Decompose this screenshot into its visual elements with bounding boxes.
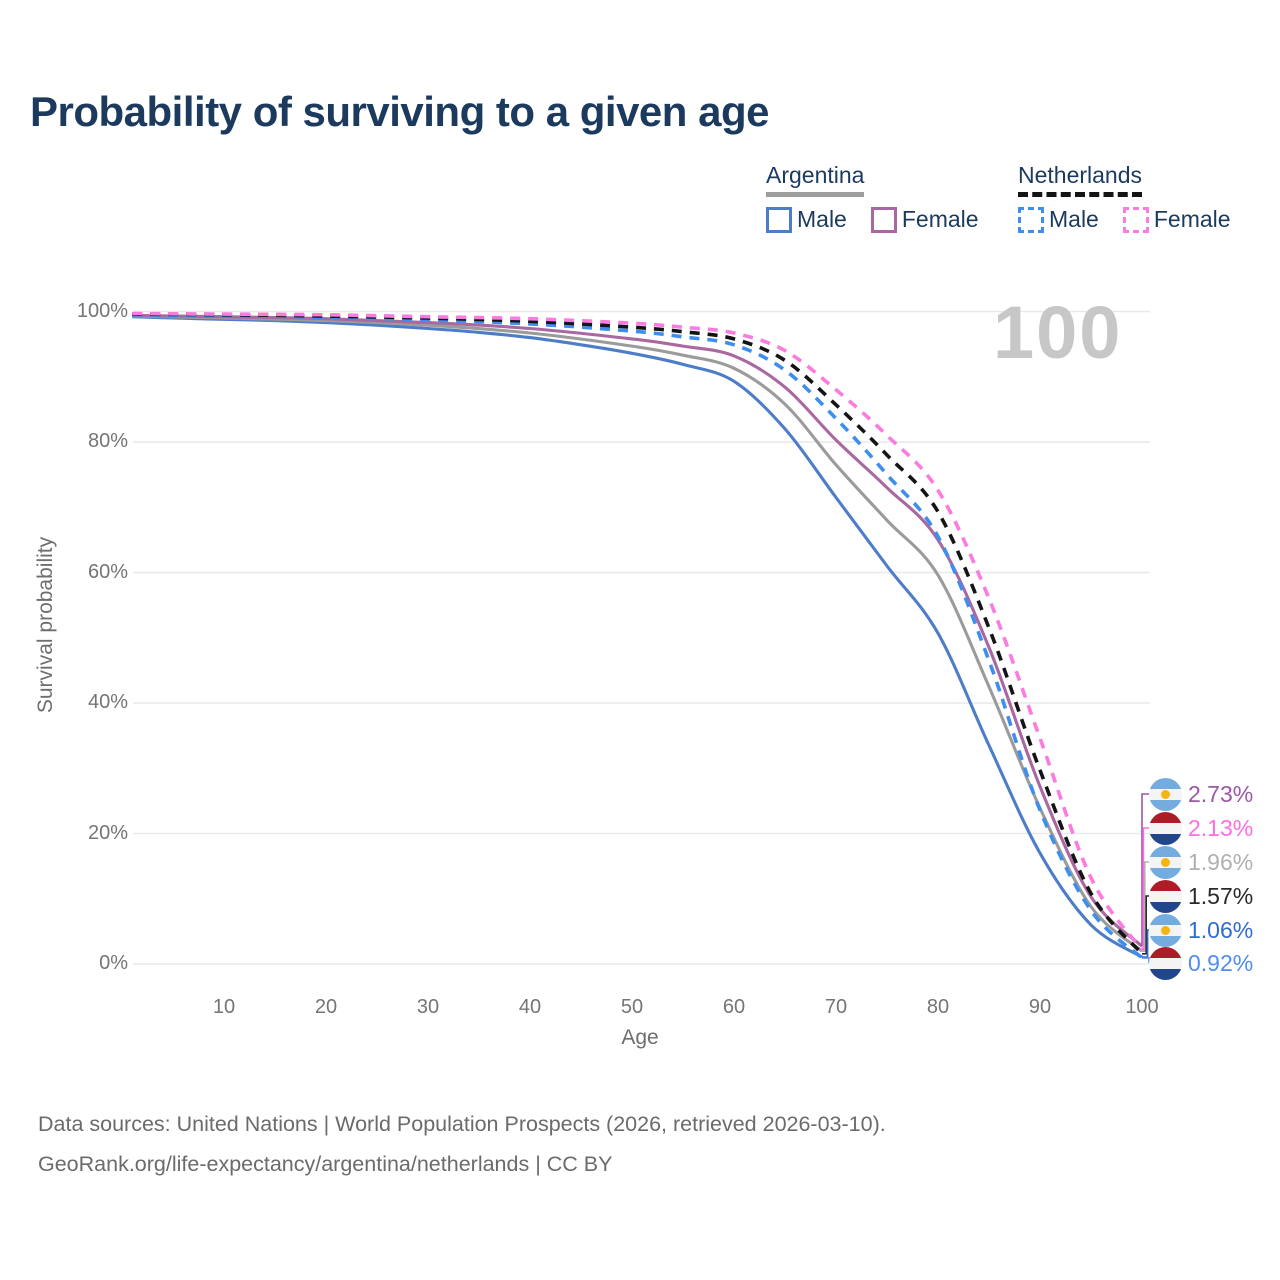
- y-axis-label: Survival probability: [34, 536, 57, 714]
- legend-label-netherlands-male[interactable]: Male: [1049, 206, 1099, 232]
- end-label-value: 1.96%: [1188, 848, 1254, 875]
- curve-netherlands_male[interactable]: [132, 313, 1144, 960]
- curve-netherlands_total[interactable]: [132, 312, 1144, 955]
- end-label-netherlands_female: 2.13%: [1149, 811, 1254, 845]
- y-tick-label: 20%: [87, 821, 128, 844]
- y-tick-label: 0%: [99, 952, 128, 974]
- end-label-value: 1.06%: [1188, 916, 1254, 943]
- end-label-connector: [1141, 793, 1149, 947]
- legend-label-argentina-female[interactable]: Female: [901, 206, 979, 232]
- end-label-connector: [1142, 895, 1149, 955]
- end-label-connector: [1142, 929, 1149, 958]
- x-axis-label: Age: [621, 1026, 659, 1049]
- argentina-female-swatch-icon[interactable]: [870, 206, 897, 233]
- footer: Data sources: United Nations | World Pop…: [38, 1104, 886, 1184]
- legend-country-argentina[interactable]: Argentina: [766, 162, 865, 197]
- argentina-male-swatch-icon[interactable]: [766, 206, 792, 233]
- hovered-age-watermark: 100: [993, 291, 1123, 374]
- netherlands-flag-icon: [1149, 946, 1182, 980]
- end-label-value: 2.73%: [1188, 780, 1254, 807]
- page-title: Probability of surviving to a given age: [30, 88, 769, 135]
- attribution-line: GeoRank.org/life-expectancy/argentina/ne…: [38, 1152, 613, 1176]
- argentina-flag-icon: [1149, 777, 1182, 811]
- netherlands-flag-icon: [1149, 879, 1182, 913]
- end-label-netherlands_total: 1.57%: [1149, 879, 1254, 913]
- x-tick-label: 90: [1028, 996, 1052, 1018]
- end-label-argentina_male: 1.06%: [1149, 913, 1254, 947]
- end-label-value: 0.92%: [1188, 949, 1254, 976]
- legend-group-argentina: Argentina Male Female: [766, 162, 1003, 233]
- legend-label-netherlands-female[interactable]: Female: [1153, 206, 1231, 232]
- argentina-flag-icon: [1149, 845, 1182, 879]
- netherlands-male-swatch-icon[interactable]: [1018, 206, 1044, 233]
- x-tick-label: 10: [212, 996, 236, 1018]
- x-tick-label: 30: [416, 996, 440, 1018]
- y-tick-label: 60%: [87, 560, 128, 583]
- x-tick-label: 70: [824, 996, 848, 1018]
- y-tick-label: 100%: [76, 299, 128, 322]
- data-sources-line: Data sources: United Nations | World Pop…: [38, 1112, 886, 1136]
- curve-argentina_total[interactable]: [132, 314, 1144, 953]
- y-tick-label: 40%: [87, 691, 128, 713]
- legend-label-argentina-male[interactable]: Male: [797, 206, 847, 232]
- argentina-flag-icon: [1149, 913, 1182, 947]
- curve-netherlands_female[interactable]: [132, 311, 1144, 952]
- x-tick-label: 60: [722, 996, 746, 1018]
- end-label-argentina_total: 1.96%: [1149, 845, 1254, 879]
- x-tick-label: 100: [1125, 996, 1159, 1018]
- end-label-argentina_female: 2.73%: [1149, 777, 1254, 811]
- end-label-connector: [1142, 957, 1150, 963]
- netherlands-flag-icon: [1149, 811, 1182, 845]
- curve-argentina_female[interactable]: [132, 313, 1144, 948]
- y-tick-label: 80%: [87, 430, 128, 452]
- x-tick-label: 80: [926, 996, 950, 1018]
- x-tick-label: 20: [314, 996, 338, 1018]
- legend-country-netherlands[interactable]: Netherlands: [1018, 162, 1143, 197]
- end-label-connector: [1142, 861, 1149, 952]
- legend-group-netherlands: Netherlands Male Female: [1018, 162, 1255, 233]
- end-label-netherlands_male: 0.92%: [1149, 946, 1254, 980]
- end-label-value: 1.57%: [1188, 882, 1254, 909]
- x-tick-label: 50: [620, 996, 644, 1018]
- curve-argentina_male[interactable]: [132, 315, 1143, 959]
- end-label-connector: [1142, 827, 1149, 951]
- x-tick-label: 40: [518, 996, 542, 1018]
- end-label-value: 2.13%: [1188, 814, 1254, 841]
- netherlands-female-swatch-icon[interactable]: [1122, 206, 1149, 233]
